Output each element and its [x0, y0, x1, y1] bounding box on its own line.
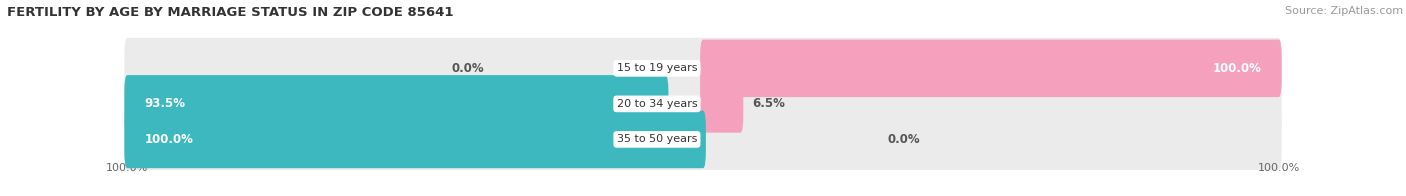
FancyBboxPatch shape [700, 40, 1282, 97]
FancyBboxPatch shape [124, 111, 706, 168]
FancyBboxPatch shape [700, 75, 744, 133]
FancyBboxPatch shape [124, 109, 1282, 170]
Legend: Married, Unmarried: Married, Unmarried [620, 191, 786, 196]
FancyBboxPatch shape [124, 73, 1282, 134]
Text: 100.0%: 100.0% [1212, 62, 1261, 75]
FancyBboxPatch shape [124, 38, 1282, 99]
Text: FERTILITY BY AGE BY MARRIAGE STATUS IN ZIP CODE 85641: FERTILITY BY AGE BY MARRIAGE STATUS IN Z… [7, 6, 454, 19]
Text: 100.0%: 100.0% [145, 133, 194, 146]
Text: 35 to 50 years: 35 to 50 years [617, 134, 697, 144]
Text: 15 to 19 years: 15 to 19 years [617, 63, 697, 73]
Text: 0.0%: 0.0% [451, 62, 484, 75]
Text: 6.5%: 6.5% [752, 97, 785, 110]
Text: Source: ZipAtlas.com: Source: ZipAtlas.com [1285, 6, 1403, 16]
Text: 93.5%: 93.5% [145, 97, 186, 110]
Text: 0.0%: 0.0% [887, 133, 920, 146]
FancyBboxPatch shape [124, 75, 668, 133]
Text: 20 to 34 years: 20 to 34 years [617, 99, 697, 109]
